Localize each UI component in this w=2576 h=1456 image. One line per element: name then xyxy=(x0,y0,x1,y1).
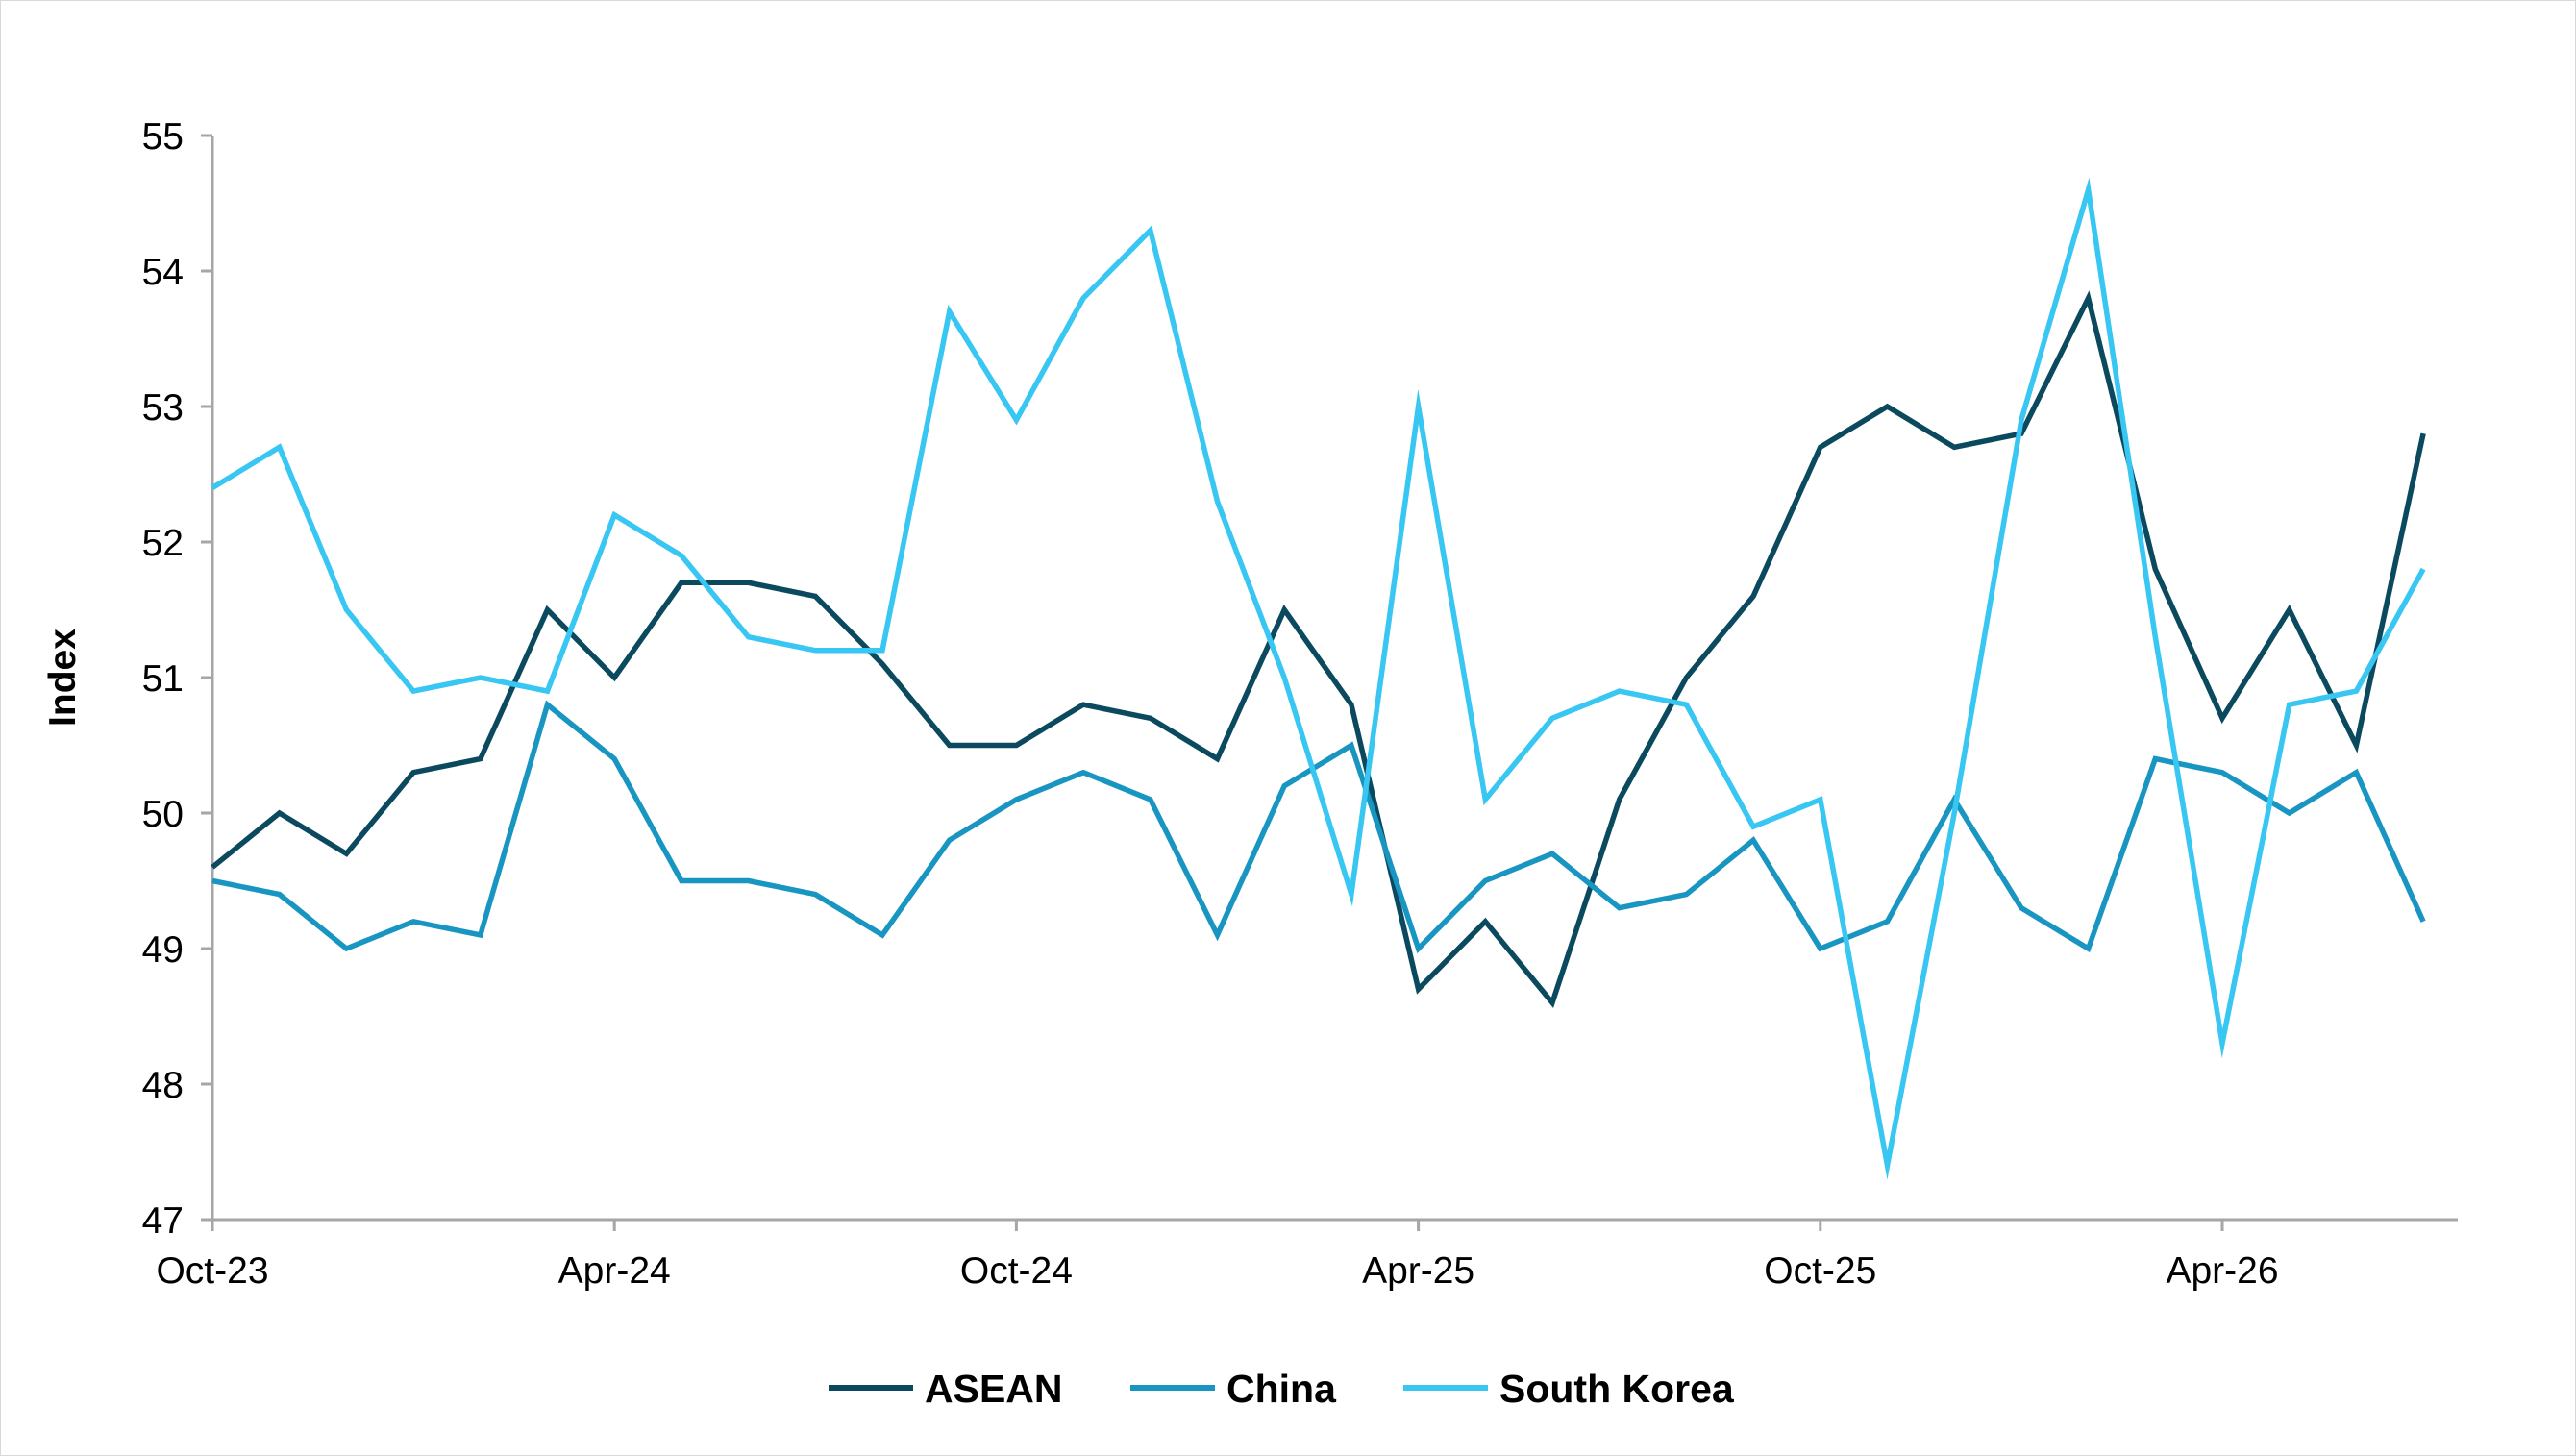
y-tick-label: 52 xyxy=(142,523,184,564)
x-tick-label: Apr-26 xyxy=(2166,1250,2278,1292)
y-tick-label: 48 xyxy=(142,1065,184,1106)
series-line-asean xyxy=(211,290,2426,1008)
y-axis-ticks: 47 48 49 50 51 52 53 54 55 xyxy=(142,116,212,1242)
y-tick-label: 51 xyxy=(142,658,184,700)
x-tick-label: Apr-25 xyxy=(1362,1250,1474,1292)
x-axis-ticks: Oct-23 Apr-24 Oct-24 Apr-25 Oct-25 Apr-26 xyxy=(156,1220,2279,1292)
series-line-south-korea xyxy=(211,177,2426,1180)
x-tick-label: Oct-23 xyxy=(156,1250,268,1292)
y-tick-label: 54 xyxy=(142,252,184,293)
series-line-china xyxy=(211,700,2426,954)
y-tick-label: 55 xyxy=(142,116,184,158)
y-axis-title: Index xyxy=(42,629,84,727)
legend-label-south-korea: South Korea xyxy=(1499,1367,1735,1411)
legend-label-asean: ASEAN xyxy=(925,1367,1063,1411)
y-tick-label: 47 xyxy=(142,1200,184,1242)
y-tick-label: 49 xyxy=(142,929,184,971)
legend: ASEAN China South Korea xyxy=(829,1367,1735,1411)
x-tick-label: Oct-24 xyxy=(960,1250,1073,1292)
y-tick-label: 53 xyxy=(142,387,184,429)
x-tick-label: Oct-25 xyxy=(1764,1250,1876,1292)
series-lines xyxy=(211,177,2426,1180)
x-tick-label: Apr-24 xyxy=(558,1250,671,1292)
legend-label-china: China xyxy=(1226,1367,1337,1411)
y-tick-label: 50 xyxy=(142,794,184,835)
